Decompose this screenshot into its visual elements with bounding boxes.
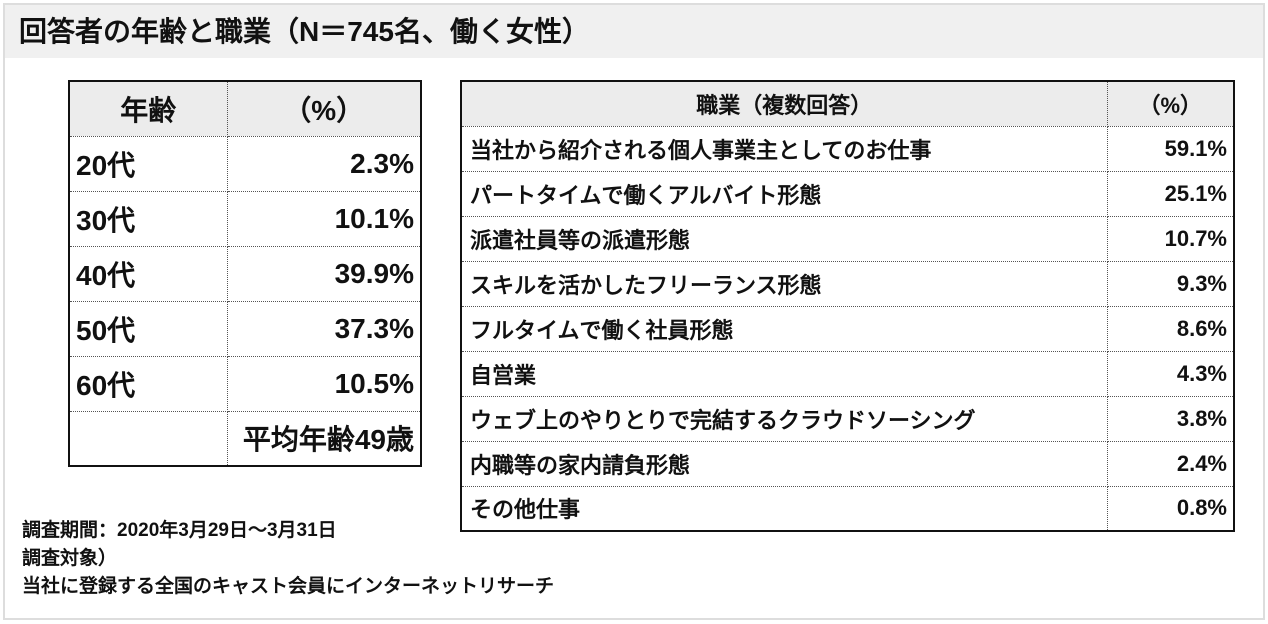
table-row: 派遣社員等の派遣形態 10.7% xyxy=(460,215,1235,262)
age-value: 39.9% xyxy=(226,245,422,302)
job-label: スキルを活かしたフリーランス形態 xyxy=(460,260,1108,307)
age-value: 10.5% xyxy=(226,355,422,412)
table-row: 当社から紹介される個人事業主としてのお仕事 59.1% xyxy=(460,125,1235,172)
table-header: 職業（複数回答） （%） xyxy=(460,80,1235,127)
table-row: 60代 10.5% xyxy=(68,355,422,412)
job-label: 内職等の家内請負形態 xyxy=(460,440,1108,487)
table-row: 50代 37.3% xyxy=(68,300,422,357)
header-age: 年齢 xyxy=(68,80,228,137)
table-row: 内職等の家内請負形態 2.4% xyxy=(460,440,1235,487)
table-header: 年齢 （%） xyxy=(68,80,422,137)
age-label: 50代 xyxy=(68,300,228,357)
survey-notes: 調査期間：2020年3月29日～3月31日 調査対象） 当社に登録する全国のキャ… xyxy=(22,517,554,601)
job-label: 派遣社員等の派遣形態 xyxy=(460,215,1108,262)
table-row: 平均年齢49歳 xyxy=(68,410,422,467)
table-row: 30代 10.1% xyxy=(68,190,422,247)
job-value: 8.6% xyxy=(1106,305,1235,352)
table-row: ウェブ上のやりとりで完結するクラウドソーシング 3.8% xyxy=(460,395,1235,442)
job-label: 当社から紹介される個人事業主としてのお仕事 xyxy=(460,125,1108,172)
job-label: その他仕事 xyxy=(460,485,1108,532)
job-value: 2.4% xyxy=(1106,440,1235,487)
header-job: 職業（複数回答） xyxy=(460,80,1108,127)
job-value: 0.8% xyxy=(1106,485,1235,532)
age-label: 20代 xyxy=(68,135,228,192)
survey-target: 当社に登録する全国のキャスト会員にインターネットリサーチ xyxy=(22,576,555,597)
age-label: 60代 xyxy=(68,355,228,412)
job-value: 4.3% xyxy=(1106,350,1235,397)
table-row: パートタイムで働くアルバイト形態 25.1% xyxy=(460,170,1235,217)
age-value: 10.1% xyxy=(226,190,422,247)
table-row: スキルを活かしたフリーランス形態 9.3% xyxy=(460,260,1235,307)
header-percent: （%） xyxy=(1106,80,1235,127)
age-table: 年齢 （%） 20代 2.3% 30代 10.1% 40代 39.9% 50代 37.3… xyxy=(68,80,422,467)
empty-cell xyxy=(68,410,228,467)
age-label: 30代 xyxy=(68,190,228,247)
job-value: 59.1% xyxy=(1106,125,1235,172)
age-label: 40代 xyxy=(68,245,228,302)
survey-target-label: 調査対象） xyxy=(22,548,118,569)
job-value: 25.1% xyxy=(1106,170,1235,217)
job-value: 3.8% xyxy=(1106,395,1235,442)
job-label: フルタイムで働く社員形態 xyxy=(460,305,1108,352)
job-value: 9.3% xyxy=(1106,260,1235,307)
page-title: 回答者の年齢と職業（N＝745名、働く女性） xyxy=(5,5,1263,58)
job-label: 自営業 xyxy=(460,350,1108,397)
average-age: 平均年齢49歳 xyxy=(226,410,422,467)
table-row: 40代 39.9% xyxy=(68,245,422,302)
table-row: フルタイムで働く社員形態 8.6% xyxy=(460,305,1235,352)
header-percent: （%） xyxy=(226,80,422,137)
job-value: 10.7% xyxy=(1106,215,1235,262)
job-table: 職業（複数回答） （%） 当社から紹介される個人事業主としてのお仕事 59.1% … xyxy=(460,80,1235,532)
survey-period: 調査期間：2020年3月29日～3月31日 xyxy=(22,520,337,541)
table-row: その他仕事 0.8% xyxy=(460,485,1235,532)
table-row: 自営業 4.3% xyxy=(460,350,1235,397)
job-label: ウェブ上のやりとりで完結するクラウドソーシング xyxy=(460,395,1108,442)
age-value: 37.3% xyxy=(226,300,422,357)
frame xyxy=(3,3,1265,620)
table-row: 20代 2.3% xyxy=(68,135,422,192)
job-label: パートタイムで働くアルバイト形態 xyxy=(460,170,1108,217)
age-value: 2.3% xyxy=(226,135,422,192)
